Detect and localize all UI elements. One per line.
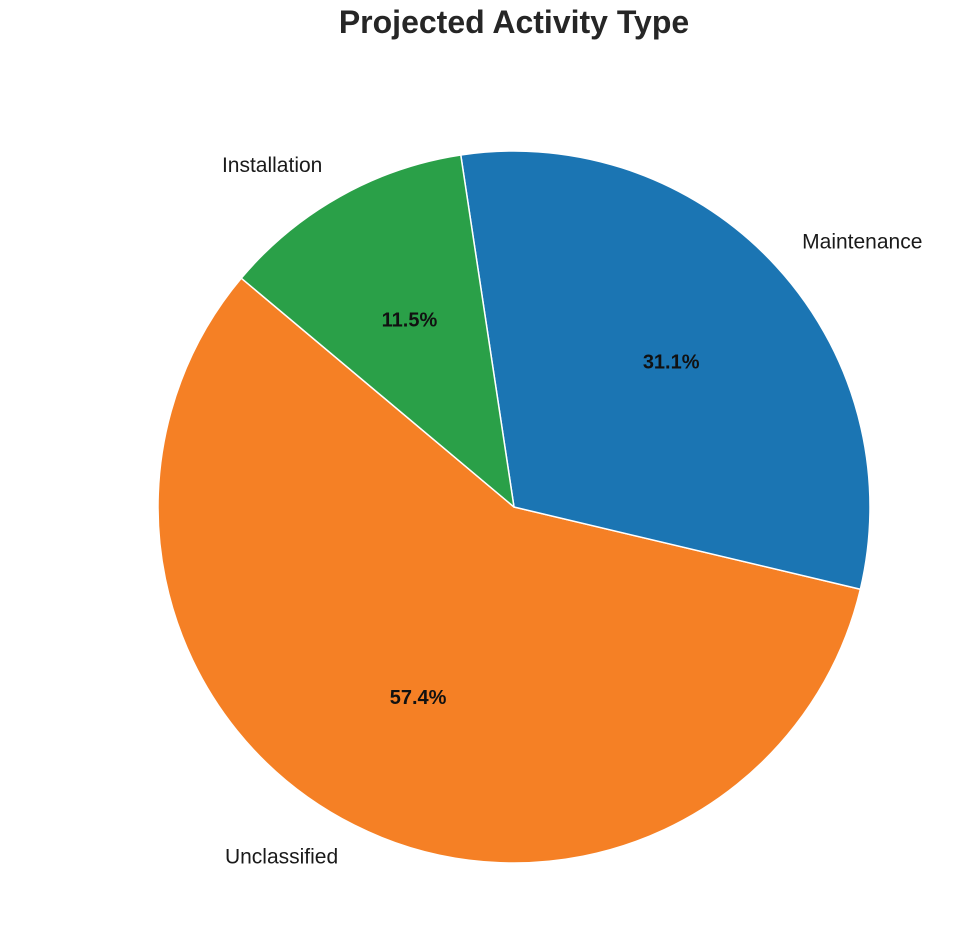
pct-label-maintenance: 31.1% [643, 351, 700, 373]
chart-title: Projected Activity Type [338, 4, 690, 40]
slice-label-unclassified: Unclassified [225, 845, 338, 868]
pie-slice-maintenance [460, 150, 871, 591]
pie-labels: 57.4% Unclassified 31.1% Maintenance 11.5% In… [222, 154, 922, 868]
pct-label-unclassified: 57.4% [390, 687, 447, 709]
slice-label-maintenance: Maintenance [802, 230, 922, 253]
pie-slice-installation [240, 154, 515, 508]
pie-slices [157, 150, 871, 864]
pct-label-installation: 11.5% [382, 310, 438, 332]
pie-slice-unclassified [157, 277, 862, 864]
slice-label-installation: Installation [222, 154, 322, 177]
